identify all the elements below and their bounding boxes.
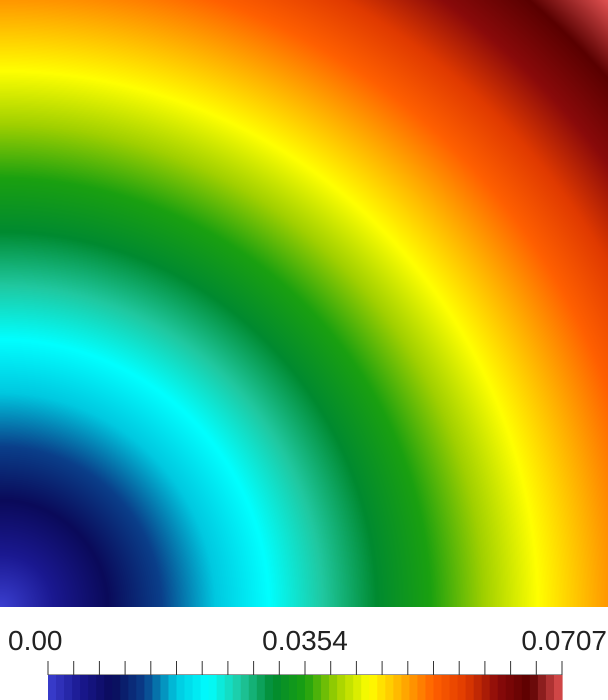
colorbar-band xyxy=(64,675,73,700)
colorbar-band xyxy=(481,675,491,700)
colorbar-band xyxy=(264,675,274,700)
colorbar-band xyxy=(112,675,121,700)
colorbar-band xyxy=(224,675,234,700)
colorbar-band xyxy=(128,675,137,700)
colorbar-band xyxy=(369,675,378,700)
colorbar-band xyxy=(144,675,154,700)
colorbar: 0.00 0.0354 0.0707 xyxy=(8,625,607,700)
colorbar-band xyxy=(337,675,346,700)
colorbar-band xyxy=(208,675,218,700)
colorbar-band xyxy=(497,675,507,700)
colorbar-band xyxy=(256,675,266,700)
colorbar-band xyxy=(168,675,178,700)
colorbar-band xyxy=(120,675,129,700)
colorbar-band xyxy=(521,675,531,700)
colorbar-band xyxy=(72,675,81,700)
colorbar-band xyxy=(288,675,298,700)
colorbar-band xyxy=(296,675,306,700)
colorbar-band xyxy=(393,675,402,700)
colorbar-band xyxy=(192,675,202,700)
colorbar-band xyxy=(529,675,539,700)
colorbar-band xyxy=(537,675,547,700)
colorbar-band xyxy=(513,675,523,700)
colorbar-band xyxy=(96,675,105,700)
colorbar-band xyxy=(232,675,242,700)
colorbar-band xyxy=(272,675,282,700)
colorbar-band xyxy=(457,675,467,700)
colorbar-band xyxy=(200,675,210,700)
colorbar-band xyxy=(425,675,435,700)
colorbar-band xyxy=(313,675,322,700)
colorbar-band xyxy=(48,675,57,700)
colorbar-band xyxy=(545,675,555,700)
colorbar-min-label: 0.00 xyxy=(8,625,63,656)
colorbar-band xyxy=(56,675,65,700)
colorbar-band xyxy=(361,675,370,700)
colorbar-bands xyxy=(48,675,563,700)
colorbar-band xyxy=(152,675,162,700)
colorbar-max-label: 0.0707 xyxy=(521,625,607,656)
colorbar-band xyxy=(216,675,226,700)
colorbar-band xyxy=(280,675,290,700)
colorbar-band xyxy=(136,675,145,700)
colorbar-band xyxy=(465,675,475,700)
colorbar-band xyxy=(353,675,362,700)
colorbar-band xyxy=(321,675,330,700)
colorbar-band xyxy=(305,675,314,700)
colorbar-band xyxy=(88,675,97,700)
colorbar-band xyxy=(449,675,459,700)
colorbar-band xyxy=(160,675,170,700)
colorbar-band xyxy=(409,675,419,700)
colorbar-mid-label: 0.0354 xyxy=(262,625,348,656)
colorbar-band xyxy=(184,675,194,700)
colorbar-ticks xyxy=(47,661,563,676)
colorbar-band xyxy=(345,675,354,700)
colorbar-band xyxy=(80,675,89,700)
colorbar-band xyxy=(505,675,515,700)
colorbar-band xyxy=(385,675,394,700)
colorbar-band xyxy=(248,675,258,700)
colorbar-band xyxy=(240,675,250,700)
colorbar-band xyxy=(377,675,386,700)
colorbar-band xyxy=(441,675,451,700)
colorbar-band xyxy=(553,675,563,700)
colorbar-band xyxy=(104,675,113,700)
colorbar-band xyxy=(473,675,483,700)
colorbar-band xyxy=(417,675,427,700)
colorbar-band xyxy=(329,675,338,700)
colorbar-band xyxy=(176,675,186,700)
colorbar-band xyxy=(401,675,411,700)
colorbar-band xyxy=(433,675,443,700)
heatmap-field xyxy=(0,0,608,607)
colorbar-band xyxy=(489,675,499,700)
